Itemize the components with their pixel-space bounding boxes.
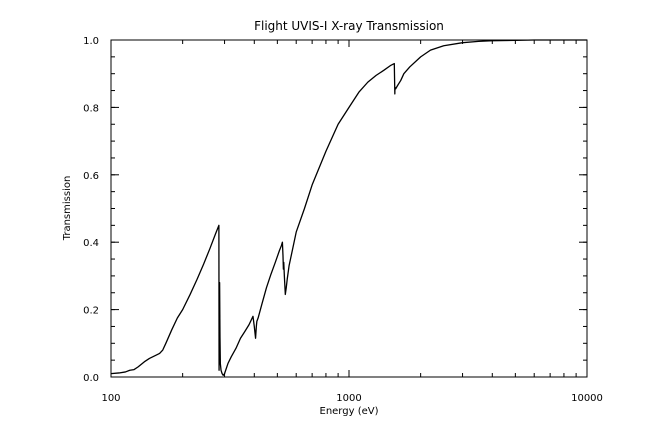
y-tick-label: 1.0 <box>83 36 99 47</box>
plot-border <box>110 39 588 378</box>
y-axis-title: Transmission <box>62 176 73 242</box>
series-line <box>110 39 587 376</box>
y-tick-label: 0.4 <box>83 238 99 249</box>
x-tick-label: 10000 <box>571 393 603 404</box>
y-axis: 0.0 0.2 0.4 0.6 0.8 1.0 <box>83 36 587 384</box>
x-axis: 100 1000 10000 <box>101 40 603 404</box>
y-tick-label: 0.0 <box>83 373 99 384</box>
x-axis-title: Energy (eV) <box>320 406 379 417</box>
y-tick-label: 0.8 <box>83 103 99 114</box>
y-tick-label: 0.6 <box>83 171 99 182</box>
plot-area <box>110 39 588 378</box>
series-layer <box>110 39 587 376</box>
chart-title: Flight UVIS-I X-ray Transmission <box>254 19 444 33</box>
x-tick-label: 1000 <box>336 393 361 404</box>
y-tick-label: 0.2 <box>83 306 99 317</box>
x-tick-label: 100 <box>101 393 120 404</box>
